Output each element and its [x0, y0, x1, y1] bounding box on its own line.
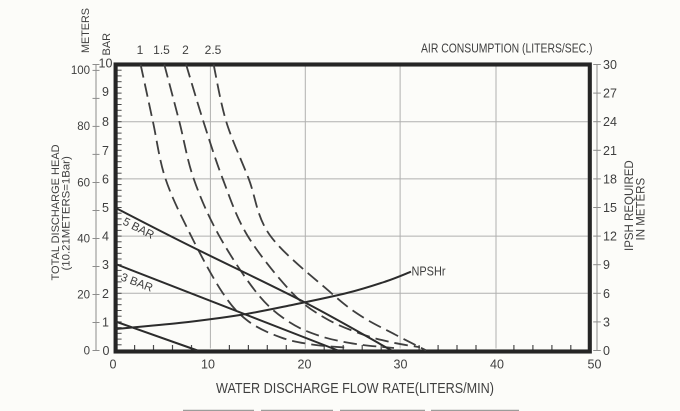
svg-text:15: 15: [603, 201, 617, 215]
svg-text:30: 30: [603, 58, 617, 72]
svg-text:IPSH REQUIRED: IPSH REQUIRED: [624, 160, 636, 251]
svg-text:20: 20: [298, 358, 312, 372]
svg-text:100: 100: [71, 65, 90, 77]
svg-text:2: 2: [182, 43, 189, 57]
svg-text:IN METERS: IN METERS: [636, 178, 648, 241]
svg-text:0: 0: [110, 358, 117, 372]
svg-text:21: 21: [603, 144, 617, 158]
svg-text:6: 6: [102, 172, 109, 186]
svg-text:24: 24: [603, 115, 617, 129]
svg-text:6: 6: [603, 287, 610, 301]
svg-text:0: 0: [84, 345, 90, 357]
svg-text:50: 50: [588, 358, 602, 372]
svg-text:3: 3: [102, 258, 109, 272]
svg-text:2: 2: [102, 287, 109, 301]
svg-text:40: 40: [490, 358, 504, 372]
svg-text:3 BAR: 3 BAR: [119, 272, 154, 295]
svg-text:20: 20: [77, 289, 90, 301]
svg-text:10: 10: [99, 57, 113, 71]
svg-text:18: 18: [603, 172, 617, 186]
svg-text:60: 60: [77, 177, 90, 189]
svg-text:9: 9: [603, 258, 610, 272]
svg-text:5: 5: [102, 201, 109, 215]
svg-text:80: 80: [77, 121, 90, 133]
svg-text:BAR: BAR: [101, 33, 113, 56]
svg-text:METERS: METERS: [80, 8, 92, 53]
svg-text:1.5: 1.5: [153, 43, 170, 57]
svg-text:12: 12: [603, 230, 617, 244]
svg-text:0: 0: [103, 344, 110, 358]
svg-text:NPSHr: NPSHr: [412, 264, 447, 279]
svg-text:(10.21METERS=1Bar): (10.21METERS=1Bar): [61, 156, 73, 270]
svg-text:0: 0: [603, 344, 610, 358]
svg-text:8: 8: [102, 115, 109, 129]
svg-text:1: 1: [102, 315, 109, 329]
svg-text:4: 4: [102, 230, 109, 244]
svg-text:40: 40: [77, 233, 90, 245]
svg-text:3: 3: [603, 315, 610, 329]
svg-text:9: 9: [102, 85, 109, 99]
svg-text:10: 10: [201, 358, 215, 372]
svg-text:1: 1: [137, 43, 144, 57]
svg-text:2.5: 2.5: [205, 43, 222, 57]
svg-text:WATER DISCHARGE FLOW RATE(LITE: WATER DISCHARGE FLOW RATE(LITERS/MIN): [216, 380, 494, 397]
svg-text:27: 27: [603, 87, 617, 101]
svg-text:AIR CONSUMPTION (LITERS/SEC.): AIR CONSUMPTION (LITERS/SEC.): [421, 42, 593, 56]
svg-text:7: 7: [102, 144, 109, 158]
svg-text:30: 30: [394, 358, 408, 372]
svg-text:TOTAL DISCHARGE HEAD: TOTAL DISCHARGE HEAD: [50, 144, 62, 280]
